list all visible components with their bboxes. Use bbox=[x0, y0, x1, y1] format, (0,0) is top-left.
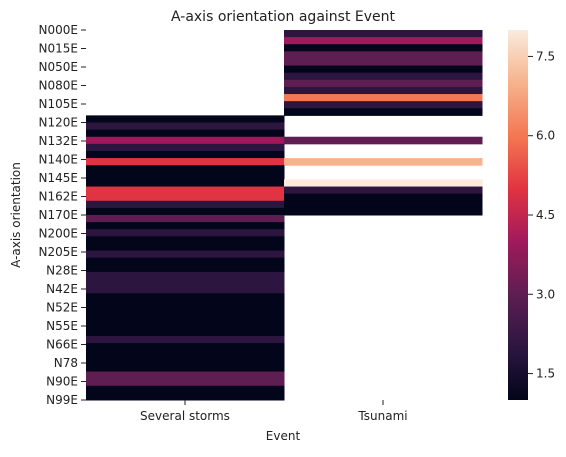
heatmap-cell bbox=[86, 236, 285, 244]
colorbar-tick-label: 4.5 bbox=[536, 208, 555, 222]
heatmap-cell bbox=[86, 207, 285, 216]
heatmap-cell bbox=[284, 72, 483, 81]
heatmap-cell bbox=[86, 129, 285, 138]
heatmap-cell bbox=[86, 271, 285, 280]
heatmap-cell bbox=[86, 385, 285, 394]
colorbar-ticks: 1.5 3.0 4.5 6.0 7.5 bbox=[528, 49, 555, 381]
heatmap-cell bbox=[86, 229, 285, 237]
heatmap-cell bbox=[86, 122, 285, 131]
y-axis-label: A-axis orientation bbox=[9, 162, 23, 268]
heatmap-cell bbox=[86, 143, 285, 152]
y-tick-label: N050E bbox=[39, 60, 78, 74]
y-axis-ticks: N000E N015E N050E N080E N105E N120E N132E N140E… bbox=[39, 23, 86, 407]
y-tick-label: N42E bbox=[46, 282, 78, 296]
heatmap-cell bbox=[86, 186, 285, 195]
y-tick-label: N080E bbox=[39, 79, 78, 93]
colorbar-tick-label: 7.5 bbox=[536, 49, 555, 63]
heatmap-cell bbox=[86, 179, 285, 188]
heatmap-cell bbox=[86, 222, 285, 230]
heatmap-cell bbox=[86, 286, 285, 294]
heatmap-cell bbox=[284, 44, 483, 52]
heatmap-cell bbox=[284, 200, 483, 209]
heatmap-cell bbox=[86, 136, 285, 145]
heatmap-cell bbox=[86, 343, 285, 351]
heatmap-cell bbox=[284, 207, 483, 216]
y-tick-label: N120E bbox=[39, 116, 78, 130]
x-tick-label: Tsunami bbox=[357, 409, 407, 423]
heatmap-cell bbox=[284, 108, 483, 116]
x-axis-label: Event bbox=[266, 429, 301, 443]
heatmap-cell bbox=[86, 115, 285, 123]
heatmap-cell bbox=[86, 172, 285, 180]
y-tick-label: N105E bbox=[39, 97, 78, 111]
heatmap-cell bbox=[86, 243, 285, 252]
y-tick-label: N200E bbox=[39, 227, 78, 241]
heatmap-cell bbox=[86, 200, 285, 209]
heatmap-cell bbox=[86, 300, 285, 308]
heatmap-cell bbox=[86, 350, 285, 358]
y-tick-label: N205E bbox=[39, 245, 78, 259]
heatmap-cell bbox=[284, 37, 483, 45]
heatmap-cell bbox=[284, 86, 483, 95]
heatmap-cell bbox=[86, 357, 285, 365]
heatmap-cells bbox=[86, 30, 483, 401]
heatmap-cell bbox=[86, 215, 285, 223]
heatmap-cell bbox=[86, 314, 285, 323]
heatmap-cell bbox=[284, 101, 483, 109]
y-tick-label: N015E bbox=[39, 42, 78, 56]
y-tick-label: N162E bbox=[39, 190, 78, 204]
heatmap-cell bbox=[284, 186, 483, 195]
y-tick-label: N78 bbox=[54, 356, 78, 370]
y-tick-label: N52E bbox=[46, 301, 78, 315]
heatmap-cell bbox=[86, 335, 285, 344]
heatmap-cell bbox=[284, 65, 483, 74]
colorbar-tick-label: 1.5 bbox=[536, 367, 555, 381]
heatmap-cell bbox=[86, 264, 285, 273]
heatmap-cell bbox=[284, 136, 483, 145]
heatmap-cell bbox=[86, 392, 285, 401]
y-tick-label: N99E bbox=[46, 393, 78, 407]
y-tick-label: N55E bbox=[46, 319, 78, 333]
chart-title: A-axis orientation against Event bbox=[171, 9, 396, 25]
heatmap-cell bbox=[86, 378, 285, 387]
heatmap-cell bbox=[86, 279, 285, 287]
colorbar-tick-label: 6.0 bbox=[536, 129, 555, 143]
colorbar-tick-label: 3.0 bbox=[536, 287, 555, 301]
x-tick-label: Several storms bbox=[140, 409, 230, 423]
heatmap-cell bbox=[86, 165, 285, 173]
heatmap-cell bbox=[86, 328, 285, 337]
heatmap-cell bbox=[284, 193, 483, 202]
y-tick-label: N145E bbox=[39, 171, 78, 185]
heatmap-cell bbox=[284, 79, 483, 88]
y-tick-label: N170E bbox=[39, 208, 78, 222]
heatmap-cell bbox=[86, 158, 285, 166]
y-tick-label: N140E bbox=[39, 153, 78, 167]
heatmap-cell bbox=[86, 257, 285, 266]
heatmap-cell bbox=[86, 307, 285, 316]
y-tick-label: N66E bbox=[46, 338, 78, 352]
heatmap-cell bbox=[86, 364, 285, 373]
heatmap-cell bbox=[86, 250, 285, 259]
y-tick-label: N132E bbox=[39, 134, 78, 148]
heatmap-cell bbox=[284, 94, 483, 102]
y-tick-label: N90E bbox=[46, 375, 78, 389]
heatmap-cell bbox=[86, 193, 285, 202]
heatmap-cell bbox=[284, 51, 483, 59]
heatmap-cell bbox=[284, 58, 483, 67]
heatmap-cell bbox=[86, 293, 285, 301]
colorbar bbox=[508, 30, 528, 400]
heatmap-cell bbox=[284, 179, 483, 188]
x-axis-ticks: Several storms Tsunami bbox=[140, 400, 408, 423]
heatmap-cell bbox=[86, 150, 285, 159]
heatmap-cell bbox=[284, 158, 483, 166]
y-tick-label: N28E bbox=[46, 264, 78, 278]
heatmap-cell bbox=[86, 371, 285, 380]
heatmap-cell bbox=[284, 30, 483, 38]
heatmap-cell bbox=[86, 321, 285, 330]
y-tick-label: N000E bbox=[39, 23, 78, 37]
